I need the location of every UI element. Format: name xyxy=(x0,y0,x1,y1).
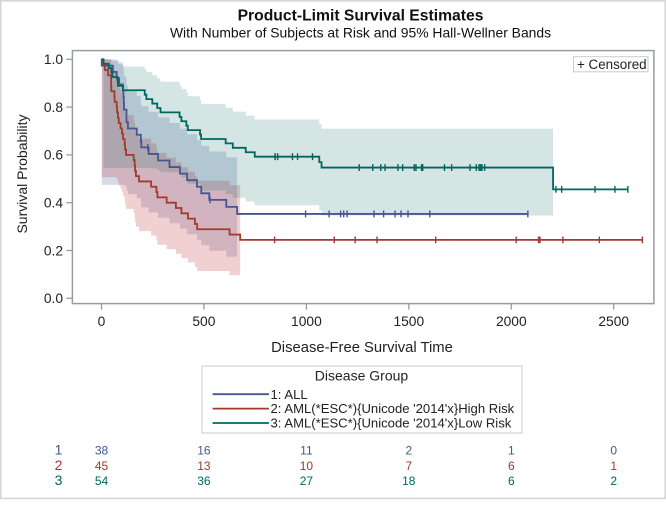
svg-text:1: ALL: 1: ALL xyxy=(271,387,308,402)
svg-text:1500: 1500 xyxy=(393,314,424,329)
svg-text:6: 6 xyxy=(508,459,515,473)
svg-text:54: 54 xyxy=(95,474,109,488)
svg-text:0.0: 0.0 xyxy=(44,291,64,306)
svg-text:0: 0 xyxy=(98,314,106,329)
svg-text:2500: 2500 xyxy=(598,314,629,329)
svg-text:1: 1 xyxy=(508,443,515,457)
svg-text:0.8: 0.8 xyxy=(44,100,64,115)
svg-text:0: 0 xyxy=(610,443,617,457)
svg-text:6: 6 xyxy=(508,474,515,488)
svg-text:18: 18 xyxy=(402,474,416,488)
svg-text:Disease Group: Disease Group xyxy=(315,368,409,384)
svg-text:2: 2 xyxy=(610,474,617,488)
svg-text:Disease-Free Survival Time: Disease-Free Survival Time xyxy=(271,340,453,356)
svg-text:1.0: 1.0 xyxy=(44,52,64,67)
svg-text:500: 500 xyxy=(192,314,215,329)
svg-text:16: 16 xyxy=(197,443,211,457)
svg-text:Product-Limit Survival Estimat: Product-Limit Survival Estimates xyxy=(238,8,484,25)
svg-text:45: 45 xyxy=(95,459,109,473)
svg-text:2000: 2000 xyxy=(496,314,527,329)
svg-text:1000: 1000 xyxy=(291,314,322,329)
svg-text:With Number of Subjects at Ris: With Number of Subjects at Risk and 95% … xyxy=(170,25,551,41)
svg-text:3: AML(*ESC*){Unicode '2014'x}: 3: AML(*ESC*){Unicode '2014'x}Low Risk xyxy=(271,416,512,431)
svg-text:11: 11 xyxy=(300,443,313,457)
svg-text:1: 1 xyxy=(55,441,63,457)
svg-text:10: 10 xyxy=(300,459,314,473)
svg-text:2: 2 xyxy=(55,457,63,473)
svg-text:Survival Probability: Survival Probability xyxy=(14,114,30,233)
svg-text:3: 3 xyxy=(55,472,63,488)
svg-text:7: 7 xyxy=(405,459,412,473)
svg-text:1: 1 xyxy=(610,459,617,473)
svg-text:2: 2 xyxy=(405,443,412,457)
svg-text:2: AML(*ESC*){Unicode '2014'x}: 2: AML(*ESC*){Unicode '2014'x}High Risk xyxy=(271,401,515,416)
svg-text:27: 27 xyxy=(300,474,314,488)
svg-text:38: 38 xyxy=(95,443,109,457)
svg-text:+ Censored: + Censored xyxy=(577,57,647,72)
svg-text:0.4: 0.4 xyxy=(44,196,64,211)
svg-text:36: 36 xyxy=(197,474,211,488)
svg-text:13: 13 xyxy=(197,459,211,473)
svg-text:0.6: 0.6 xyxy=(44,148,64,163)
svg-text:0.2: 0.2 xyxy=(44,243,63,258)
